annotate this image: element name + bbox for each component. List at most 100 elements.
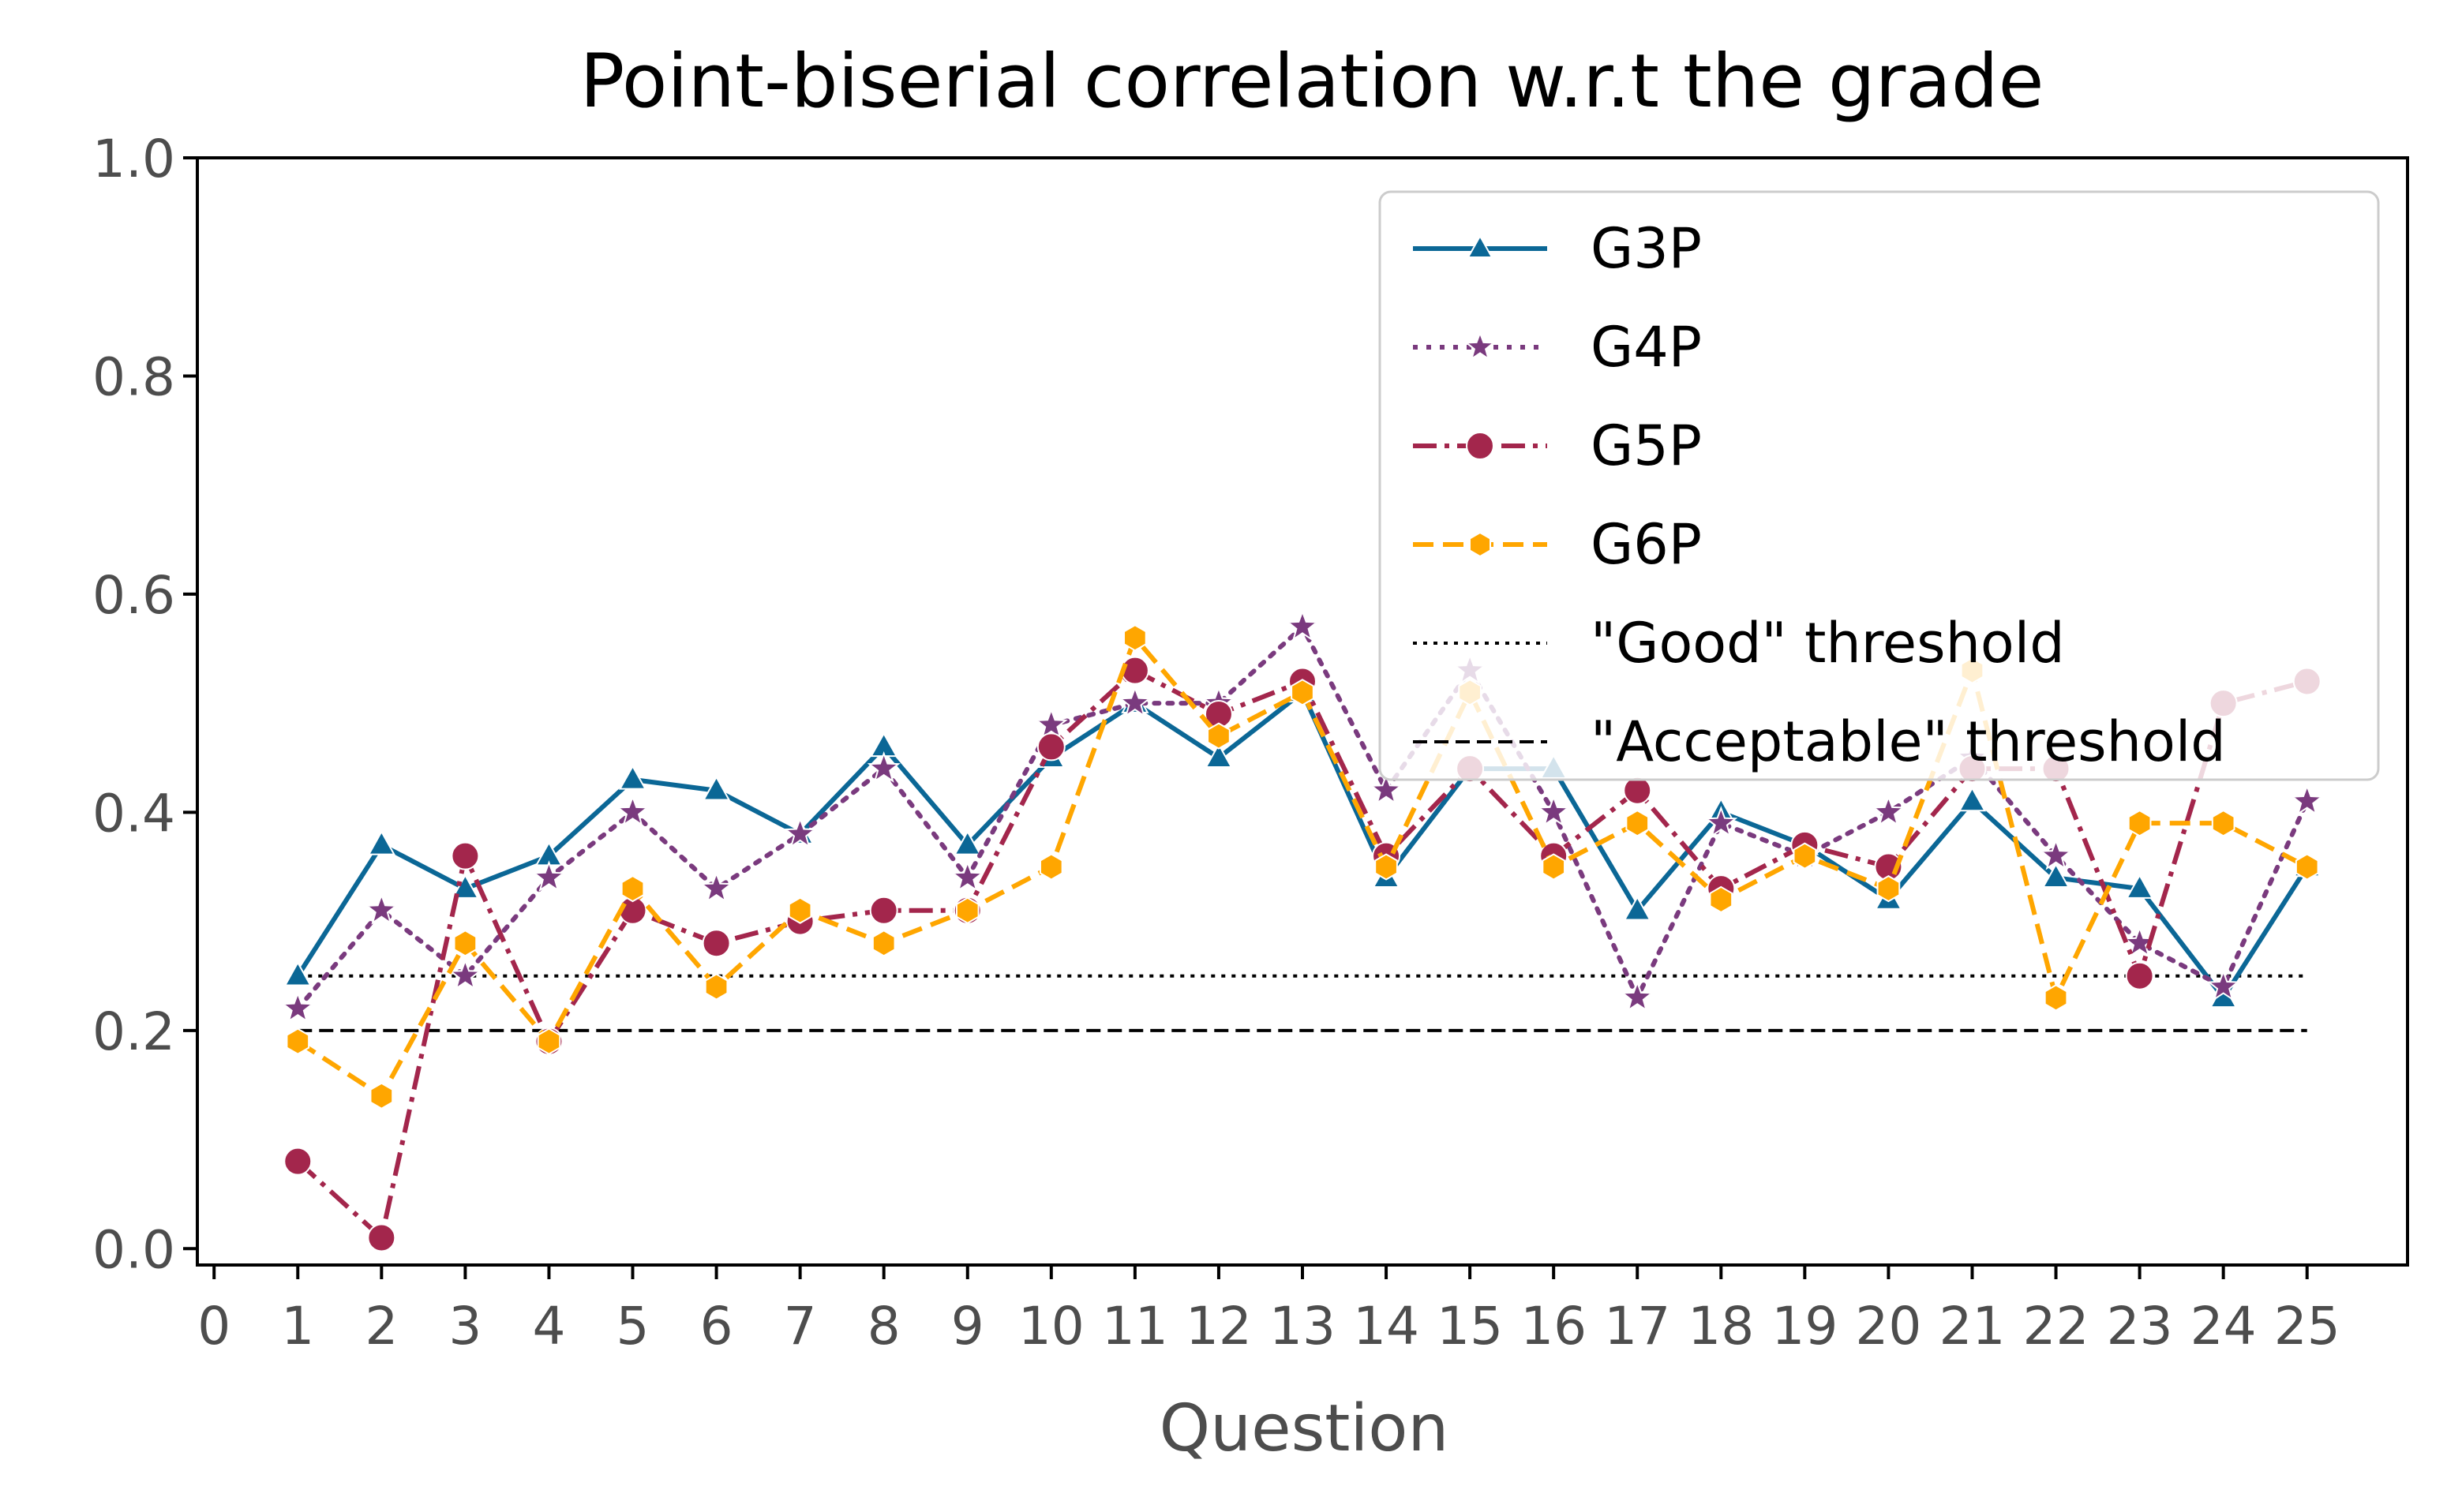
x-tick-label: 18 [1688,1296,1754,1357]
data-point [871,930,896,957]
data-point [451,841,480,870]
legend-marker [1464,331,1496,361]
x-tick-label: 5 [616,1296,650,1357]
y-tick-label: 0.0 [92,1219,175,1280]
data-point [620,874,645,903]
y-tick-label: 1.0 [92,129,175,189]
data-point [702,929,731,958]
legend-item: G6P [1413,512,1702,577]
data-point [448,958,482,990]
data-point [367,829,395,855]
data-point [1793,842,1817,870]
y-tick-label: 0.6 [92,565,175,626]
x-tick-label: 7 [784,1296,817,1357]
x-tick-label: 16 [1520,1296,1587,1357]
data-point [1876,874,1901,903]
legend-item: G5P [1413,414,1702,478]
x-tick-label: 17 [1604,1296,1670,1357]
data-point [1036,732,1066,762]
y-tick-label: 0.2 [92,1001,175,1062]
data-point [1039,853,1063,881]
data-point [867,750,901,783]
legend-item: "Acceptable" threshold [1413,709,2226,774]
y-tick-label: 0.4 [92,783,175,844]
data-point [1623,895,1651,921]
data-point [869,896,898,925]
x-tick-label: 15 [1437,1296,1503,1357]
data-point [537,1027,561,1055]
legend-item: G4P [1413,315,1702,380]
data-point [950,860,984,893]
data-point [1872,795,1906,827]
legend-label: G6P [1591,512,1702,577]
data-point [283,1147,313,1176]
data-point [1621,980,1654,1012]
legend-marker [1466,432,1494,460]
x-tick-label: 2 [365,1296,398,1357]
x-tick-label: 8 [868,1296,901,1357]
data-point [2127,810,2152,837]
legend-marker [1467,234,1493,259]
x-tick-label: 20 [1855,1296,1921,1357]
data-point [1709,885,1733,914]
x-tick-label: 23 [2107,1296,2173,1357]
data-point [2125,961,2154,990]
data-point [2295,853,2319,881]
data-point [1704,806,1738,838]
data-point [616,795,650,827]
data-point [1034,707,1068,739]
legend-box [1378,190,2380,781]
data-point [702,775,731,801]
data-point [704,973,729,1001]
x-tick-label: 0 [197,1296,230,1357]
x-tick-label: 22 [2023,1296,2089,1357]
data-point [451,874,480,899]
legend-marker [1469,531,1491,558]
data-point [1370,773,1403,805]
data-point [2044,984,2068,1012]
legend: G3P G4P G5P G6P "Good" threshold "Acceptable"… [1378,190,2380,781]
data-point [286,1027,310,1055]
x-tick-label: 24 [2190,1296,2257,1357]
x-tick-label: 1 [281,1296,314,1357]
data-point [699,871,733,903]
data-point [1623,776,1652,805]
legend-item: G3P [1413,216,1702,281]
data-point [281,991,315,1024]
data-point [1291,679,1314,706]
data-point [2290,784,2324,816]
data-point [1205,743,1233,769]
y-axis: 0.0 0.2 0.4 0.6 0.8 1.0 [92,129,197,1280]
x-tick-label: 11 [1102,1296,1168,1357]
x-tick-label: 10 [1018,1296,1085,1357]
data-point [2125,874,2154,899]
data-point [453,930,478,957]
data-point [1120,656,1149,685]
x-tick-label: 19 [1771,1296,1838,1357]
data-point [369,1082,394,1110]
data-point [1123,624,1147,652]
data-point [2211,810,2235,837]
data-point [954,829,982,855]
legend-label: G3P [1591,216,1702,281]
data-point [2039,838,2073,870]
data-point [2206,969,2240,1001]
data-point [532,860,566,893]
data-point [1537,795,1571,827]
data-point [1958,786,1987,812]
data-point [618,765,647,790]
data-point [283,960,312,986]
x-tick-label: 6 [700,1296,733,1357]
data-point [367,1223,396,1252]
legend-label: G5P [1591,414,1702,478]
x-tick-label: 9 [951,1296,984,1357]
data-point [1542,853,1566,881]
y-tick-label: 0.8 [92,346,175,407]
data-point [1207,722,1231,750]
data-point [2041,863,2070,889]
x-tick-label: 14 [1353,1296,1419,1357]
x-tick-label: 21 [1939,1296,2005,1357]
x-axis: 0 1 2 3 4 5 6 7 8 9 10 11 12 13 14 15 16 17 18 19 20 21 22 23 24… [197,1265,2340,1357]
x-tick-label: 3 [448,1296,482,1357]
